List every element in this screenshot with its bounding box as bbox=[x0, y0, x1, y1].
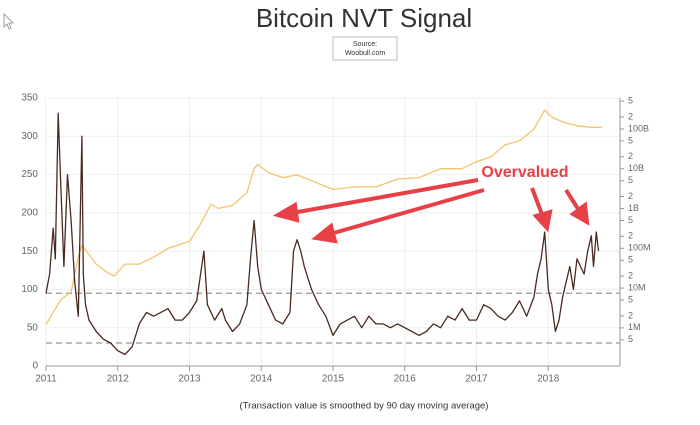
source-label: Source: bbox=[353, 41, 377, 48]
y2-tick-label: 5 bbox=[628, 135, 633, 145]
y-tick-label: 50 bbox=[27, 322, 39, 333]
plot-area: 0 50 100 150 200 250 300 350 2011 2012 2013 2014 201… bbox=[21, 93, 650, 385]
y2-tick-label: 5 bbox=[628, 294, 633, 304]
y2-tick-label: 10B bbox=[628, 163, 644, 173]
arrow-head bbox=[311, 222, 338, 244]
x-tick-label: 2011 bbox=[35, 374, 57, 385]
y2-tick-label: 2 bbox=[628, 231, 633, 241]
source-box bbox=[332, 36, 398, 61]
y2-tick-label: 2 bbox=[628, 111, 633, 121]
y2-tick-label: 10M bbox=[628, 282, 646, 292]
x-tick-label: 2015 bbox=[322, 374, 345, 385]
arrow-head bbox=[272, 201, 300, 223]
y-tick-label: 150 bbox=[21, 246, 38, 257]
series-line bbox=[45, 112, 600, 356]
y-tick-label: 200 bbox=[21, 207, 38, 218]
x-tick-label: 2014 bbox=[250, 374, 273, 385]
footnote: (Transaction value is smoothed by 90 day… bbox=[240, 401, 489, 412]
y-tick-label: 300 bbox=[21, 131, 38, 142]
y2-tick-label: 5 bbox=[628, 215, 633, 225]
y-tick-label: 250 bbox=[21, 169, 38, 180]
y-tick-label: 100 bbox=[21, 284, 38, 295]
y2-tick-label: 100B bbox=[628, 123, 649, 133]
arrow bbox=[530, 187, 545, 218]
arrow bbox=[291, 178, 479, 215]
y2-tick-label: 5 bbox=[628, 96, 633, 106]
arrow-head bbox=[569, 201, 590, 226]
x-tick-label: 2018 bbox=[537, 374, 560, 385]
y2-tick-label: 1B bbox=[628, 203, 639, 213]
chart-title: Bitcoin NVT Signal bbox=[256, 3, 472, 33]
x-tick-label: 2016 bbox=[394, 374, 417, 385]
y2-tick-label: 2 bbox=[628, 191, 633, 201]
arrow bbox=[329, 188, 485, 236]
cursor-icon bbox=[3, 13, 14, 30]
y2-tick-label: 5 bbox=[628, 334, 633, 344]
series-line bbox=[45, 109, 603, 326]
y2-tick-label: 2 bbox=[628, 310, 633, 320]
annotation: Overvalued bbox=[481, 164, 568, 181]
arrow-head bbox=[532, 209, 553, 233]
x-tick-label: 2013 bbox=[178, 374, 201, 385]
x-tick-label: 2012 bbox=[107, 374, 130, 385]
x-tick-label: 2017 bbox=[465, 374, 488, 385]
y2-tick-label: 2 bbox=[628, 151, 633, 161]
y2-tick-label: 2 bbox=[628, 270, 633, 280]
y-tick-label: 350 bbox=[21, 93, 38, 104]
y2-tick-label: 5 bbox=[628, 255, 633, 265]
y2-tick-label: 5 bbox=[628, 175, 633, 185]
source-name: Woobull.com bbox=[345, 50, 386, 57]
annotation-arrows bbox=[272, 178, 590, 244]
y-tick-label: 0 bbox=[32, 361, 38, 372]
y2-tick-label: 100M bbox=[628, 243, 651, 253]
y2-tick-label: 1M bbox=[628, 322, 641, 332]
